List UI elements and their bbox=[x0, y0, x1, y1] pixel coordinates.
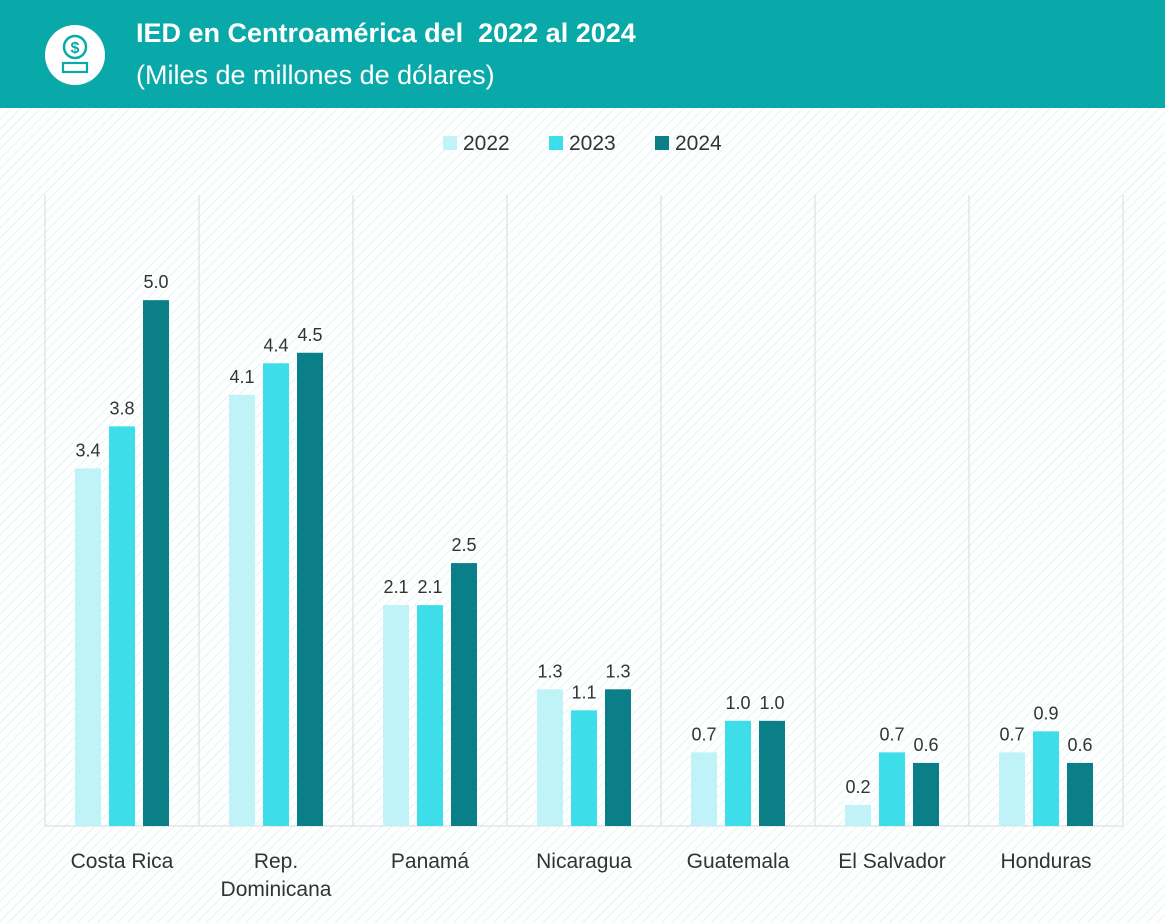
bar bbox=[109, 426, 135, 826]
data-label: 1.0 bbox=[725, 693, 750, 713]
x-tick-label: Panamá bbox=[390, 850, 470, 873]
bar bbox=[879, 752, 905, 826]
chart-title: IED en Centroamérica del 2022 al 2024 bbox=[136, 18, 636, 48]
data-label: 1.3 bbox=[537, 661, 562, 681]
bar bbox=[1067, 762, 1093, 826]
x-tick-label: Costa Rica bbox=[70, 850, 174, 873]
data-label: 3.4 bbox=[75, 440, 100, 460]
data-label: 4.1 bbox=[229, 367, 254, 387]
bar bbox=[759, 720, 785, 826]
chart-subtitle: (Miles de millones de dólares) bbox=[136, 60, 495, 90]
bar bbox=[263, 363, 289, 826]
bar bbox=[691, 752, 717, 826]
data-label: 0.6 bbox=[1067, 735, 1092, 755]
header: $ IED en Centroamérica del 2022 al 2024 … bbox=[0, 0, 1165, 108]
data-label: 2.1 bbox=[417, 577, 442, 597]
legend-label: 2023 bbox=[569, 132, 616, 155]
icon: $ bbox=[45, 25, 105, 85]
legend-label: 2022 bbox=[463, 132, 510, 155]
bar bbox=[143, 300, 169, 827]
data-label: 2.5 bbox=[451, 535, 476, 555]
bar bbox=[417, 605, 443, 826]
data-label: 1.3 bbox=[605, 661, 630, 681]
bar bbox=[75, 468, 101, 826]
data-label: 1.1 bbox=[571, 682, 596, 702]
data-label: 0.6 bbox=[913, 735, 938, 755]
bar bbox=[1033, 731, 1059, 826]
bar bbox=[571, 710, 597, 826]
bar bbox=[725, 720, 751, 826]
bar bbox=[451, 563, 477, 826]
bar bbox=[913, 762, 939, 826]
data-label: 0.9 bbox=[1033, 703, 1058, 723]
bar bbox=[229, 394, 255, 826]
x-tick-label: Guatemala bbox=[686, 850, 790, 873]
bar bbox=[845, 804, 871, 826]
bar bbox=[383, 605, 409, 826]
data-label: 0.7 bbox=[999, 724, 1024, 744]
x-tick-label: El Salvador bbox=[838, 850, 946, 873]
data-label: 0.7 bbox=[879, 724, 904, 744]
data-label: 1.0 bbox=[759, 693, 784, 713]
legend-swatch bbox=[655, 136, 669, 150]
data-label: 0.2 bbox=[845, 777, 870, 797]
data-label: 4.4 bbox=[263, 335, 288, 355]
x-tick-label: Honduras bbox=[1000, 850, 1092, 873]
x-tick-label: Rep. Dominicana bbox=[220, 850, 332, 901]
data-label: 4.5 bbox=[297, 325, 322, 345]
legend-swatch bbox=[549, 136, 563, 150]
data-label: 0.7 bbox=[691, 724, 716, 744]
bar bbox=[605, 689, 631, 826]
data-label: 5.0 bbox=[143, 272, 168, 292]
bar bbox=[537, 689, 563, 826]
bar bbox=[297, 352, 323, 826]
legend-swatch bbox=[443, 136, 457, 150]
legend-label: 2024 bbox=[675, 132, 722, 155]
data-label: 3.8 bbox=[109, 398, 134, 418]
data-label: 2.1 bbox=[383, 577, 408, 597]
svg-text:$: $ bbox=[71, 40, 80, 57]
bar bbox=[999, 752, 1025, 826]
x-tick-label: Nicaragua bbox=[536, 850, 632, 873]
